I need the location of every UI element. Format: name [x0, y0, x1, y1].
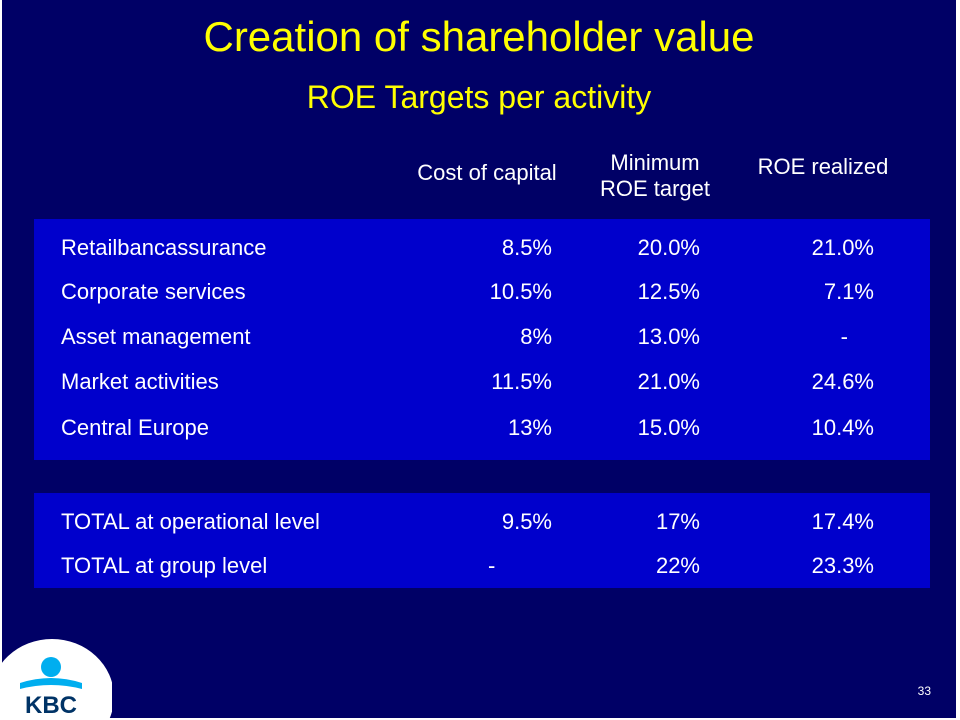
totals-table: TOTAL at operational level 9.5% 17% 17.4…: [34, 493, 930, 588]
kbc-logo: KBC: [2, 639, 112, 718]
slide-title: Creation of shareholder value: [203, 13, 755, 60]
cost-of-capital-value: 8.5%: [501, 235, 552, 260]
roe-realized-value: 23.3%: [811, 553, 874, 578]
min-roe-value: 21.0%: [637, 369, 700, 394]
table-row: Asset management 8% 13.0% -: [34, 321, 930, 353]
roe-realized-value: 21.0%: [811, 235, 874, 260]
slide-subtitle: ROE Targets per activity: [306, 79, 652, 115]
roe-realized-value: 10.4%: [811, 415, 874, 440]
cost-of-capital-value: -: [488, 553, 496, 578]
roe-realized-value: 7.1%: [823, 279, 874, 304]
cost-of-capital-value: 8%: [520, 324, 552, 349]
table-row: TOTAL at operational level 9.5% 17% 17.4…: [34, 506, 930, 538]
cost-of-capital-value: 10.5%: [489, 279, 552, 304]
roe-realized-value: -: [840, 324, 848, 349]
table-row: Central Europe 13% 15.0% 10.4%: [34, 412, 930, 444]
row-label: Central Europe: [61, 415, 209, 440]
min-roe-value: 22%: [655, 553, 700, 578]
cost-of-capital-value: 9.5%: [501, 509, 552, 534]
min-roe-value: 20.0%: [637, 235, 700, 260]
logo-text: KBC: [25, 692, 77, 718]
row-label: TOTAL at operational level: [61, 509, 320, 534]
table-row: Corporate services 10.5% 12.5% 7.1%: [34, 276, 930, 308]
header-min-roe-target: Minimum ROE target: [570, 150, 740, 202]
header-roe-realized: ROE realized: [757, 154, 889, 179]
logo-arms-icon: [20, 678, 82, 689]
logo-head-icon: [41, 657, 61, 677]
table-row: TOTAL at group level - 22% 23.3%: [34, 550, 930, 582]
cost-of-capital-value: 13%: [507, 415, 552, 440]
table-row: Market activities 11.5% 21.0% 24.6%: [34, 366, 930, 398]
header-cost-of-capital: Cost of capital: [417, 160, 557, 185]
header-min-roe-line2: ROE target: [599, 176, 711, 201]
row-label: Asset management: [61, 324, 251, 349]
min-roe-value: 12.5%: [637, 279, 700, 304]
row-label: Retailbancassurance: [61, 235, 267, 260]
min-roe-value: 15.0%: [637, 415, 700, 440]
roe-realized-value: 17.4%: [811, 509, 874, 534]
activity-table: Retailbancassurance 8.5% 20.0% 21.0% Cor…: [34, 219, 930, 460]
page-number: 33: [917, 684, 931, 698]
min-roe-value: 17%: [655, 509, 700, 534]
min-roe-value: 13.0%: [637, 324, 700, 349]
roe-realized-value: 24.6%: [811, 369, 874, 394]
table-row: Retailbancassurance 8.5% 20.0% 21.0%: [34, 232, 930, 264]
row-label: TOTAL at group level: [61, 553, 268, 578]
cost-of-capital-value: 11.5%: [491, 369, 552, 394]
header-min-roe-line1: Minimum: [610, 150, 700, 175]
row-label: Market activities: [61, 369, 219, 394]
row-label: Corporate services: [61, 279, 246, 304]
